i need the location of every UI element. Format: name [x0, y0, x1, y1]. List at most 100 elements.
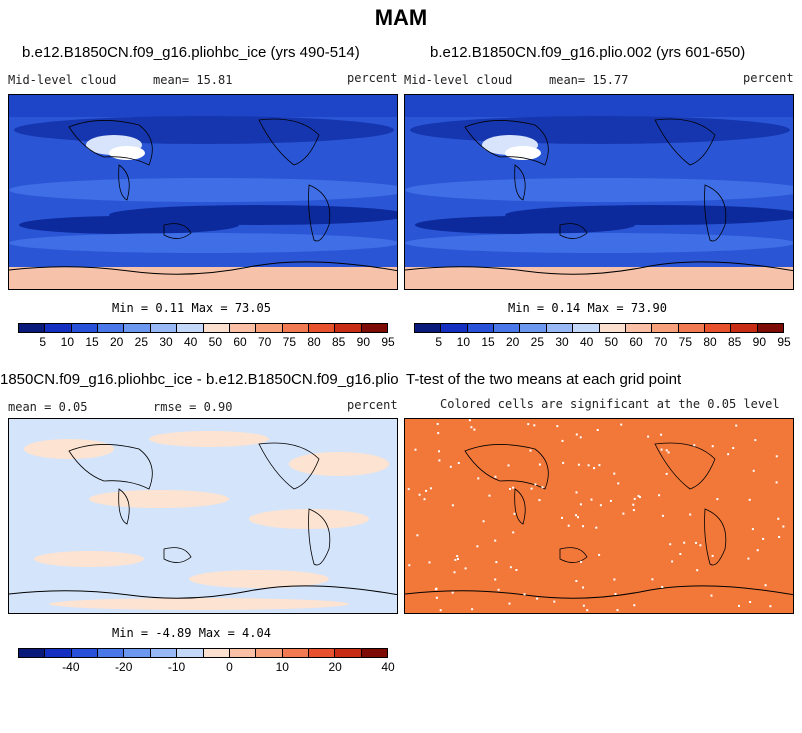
colorbar-tick-label: 95 — [381, 335, 395, 349]
colorbar-tick-label: 0 — [226, 660, 233, 674]
panel-2-colorbar — [414, 323, 784, 333]
nonsignificant-cell — [538, 463, 541, 466]
panel-1-map — [8, 94, 398, 290]
colorbar-swatch — [546, 324, 574, 332]
nonsignificant-cell — [553, 600, 556, 603]
panel-2-minmax: Min = 0.14 Max = 73.90 — [508, 301, 667, 315]
nonsignificant-cell — [451, 591, 454, 594]
panel-2-colorbar-labels: 5 10 15 20 25 30 40 50 60 70 75 80 85 90 95 — [414, 335, 790, 351]
nonsignificant-cell — [449, 465, 452, 468]
page-title: MAM — [374, 5, 428, 30]
colorbar-tick-label: 90 — [356, 335, 371, 349]
colorbar-tick-label: 85 — [331, 335, 346, 349]
nonsignificant-cell — [632, 509, 635, 512]
nonsignificant-cell — [613, 472, 616, 475]
nonsignificant-cell — [727, 453, 730, 456]
nonsignificant-cell — [752, 469, 755, 472]
panel-1-cloud-field — [9, 95, 397, 289]
nonsignificant-cell — [667, 451, 670, 454]
panel-1-colorbar — [18, 323, 388, 333]
nonsignificant-cell — [616, 609, 619, 612]
nonsignificant-cell — [582, 604, 585, 607]
colorbar-swatch — [308, 324, 336, 332]
nonsignificant-cell — [639, 496, 641, 499]
panel-3-map — [8, 418, 398, 614]
nonsignificant-cell — [470, 426, 473, 429]
nonsignificant-cell — [660, 433, 663, 436]
nonsignificant-cell — [671, 560, 674, 563]
colorbar-swatch — [71, 324, 99, 332]
panel-1-units-label: percent — [347, 71, 398, 85]
nonsignificant-cell — [587, 464, 590, 467]
nonsignificant-cell — [438, 450, 440, 453]
colorbar-swatch — [282, 324, 309, 332]
nonsignificant-cell — [509, 566, 512, 569]
panel-1-minmax: Min = 0.11 Max = 73.05 — [112, 301, 271, 315]
colorbar-tick-label: 70 — [653, 335, 668, 349]
nonsignificant-cell — [437, 432, 440, 435]
nonsignificant-cell — [710, 594, 713, 597]
colorbar-tick-label: 25 — [530, 335, 545, 349]
colorbar-swatch — [256, 649, 283, 657]
colorbar-swatch — [45, 324, 72, 332]
nonsignificant-cell — [575, 491, 578, 494]
nonsignificant-cell — [751, 528, 754, 531]
panel-3-units-label: percent — [347, 398, 398, 412]
colorbar-swatch — [124, 324, 151, 332]
colorbar-tick-label: 30 — [159, 335, 173, 349]
colorbar-tick-label: 20 — [328, 660, 342, 674]
panel-4-map — [404, 418, 794, 614]
nonsignificant-cell — [660, 448, 663, 451]
nonsignificant-cell — [580, 560, 583, 563]
panel-3-difference-field — [9, 419, 397, 613]
colorbar-swatch — [308, 649, 336, 657]
nonsignificant-cell — [495, 561, 498, 564]
nonsignificant-cell — [408, 564, 411, 567]
nonsignificant-cell — [457, 558, 459, 560]
colorbar-tick-label: 30 — [555, 335, 569, 349]
colorbar-tick-label: 15 — [481, 335, 495, 349]
nonsignificant-cell — [513, 512, 516, 515]
nonsignificant-cell — [451, 504, 454, 507]
nonsignificant-cell — [633, 604, 636, 607]
colorbar-tick-label: 20 — [505, 335, 520, 349]
nonsignificant-cell — [497, 588, 500, 591]
colorbar-tick-label: 40 — [579, 335, 594, 349]
nonsignificant-cell — [523, 593, 526, 596]
nonsignificant-cell — [529, 449, 532, 452]
nonsignificant-cell — [632, 503, 635, 506]
colorbar-swatch — [625, 324, 653, 332]
nonsignificant-cell — [541, 486, 544, 489]
nonsignificant-cell — [530, 487, 533, 490]
nonsignificant-cell — [614, 593, 617, 595]
colorbar-tick-label: 10 — [275, 660, 289, 674]
colorbar-tick-label: 5 — [39, 335, 46, 349]
nonsignificant-cell — [689, 513, 692, 516]
nonsignificant-cell — [778, 536, 781, 538]
colorbar-swatch — [573, 324, 600, 332]
colorbar-swatch — [124, 649, 151, 657]
panel-2-cloud-field — [405, 95, 793, 289]
panel-3-colorbar — [18, 648, 388, 658]
colorbar-swatch — [678, 324, 705, 332]
nonsignificant-cell — [418, 493, 421, 496]
nonsignificant-cell — [508, 602, 511, 605]
colorbar-tick-label: 95 — [777, 335, 791, 349]
colorbar-tick-label: 25 — [134, 335, 149, 349]
nonsignificant-cell — [622, 512, 625, 515]
nonsignificant-cell — [512, 486, 515, 489]
panel-1-title: b.e12.B1850CN.f09_g16.pliohbc_ice (yrs 4… — [22, 44, 360, 61]
nonsignificant-cell — [476, 545, 479, 548]
colorbar-swatch — [335, 324, 362, 332]
nonsignificant-cell — [577, 516, 579, 519]
panel-2-map — [404, 94, 794, 290]
nonsignificant-cell — [598, 553, 601, 556]
colorbar-tick-label: 5 — [435, 335, 442, 349]
nonsignificant-cell — [593, 467, 596, 470]
panel-1-colorbar-labels: 5 10 15 20 25 30 40 50 60 70 75 80 85 90 95 — [18, 335, 394, 351]
nonsignificant-cell — [764, 584, 767, 587]
nonsignificant-cell — [561, 439, 564, 442]
colorbar-tick-label: 15 — [85, 335, 99, 349]
colorbar-tick-label: 50 — [208, 335, 223, 349]
colorbar-swatch — [150, 324, 178, 332]
